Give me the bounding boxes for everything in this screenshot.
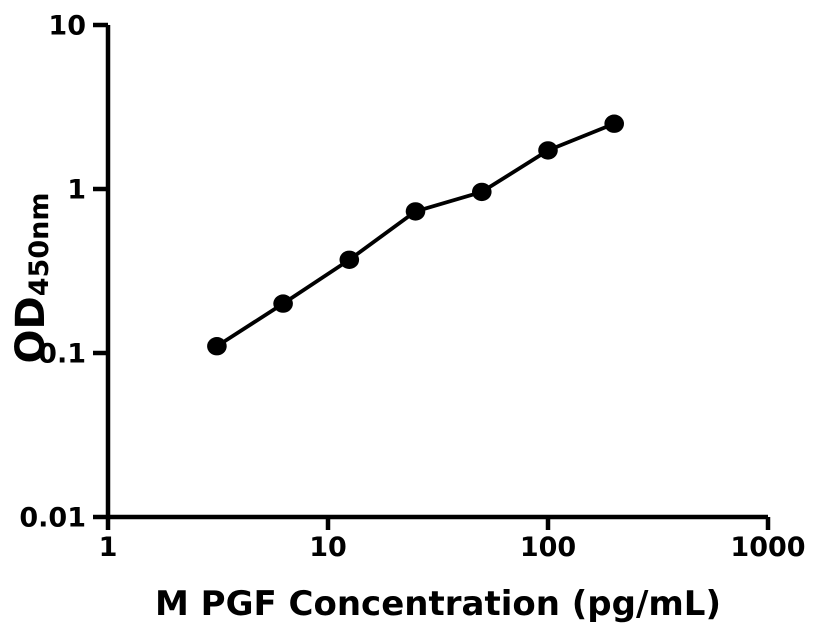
x-tick-label: 1000: [730, 532, 805, 563]
x-axis-tick-labels: 1 10 100 1000: [99, 532, 806, 563]
data-points: [207, 114, 624, 356]
y-tick-label: 0.01: [19, 503, 86, 534]
y-axis-title-subscript: 450nm: [24, 193, 55, 297]
data-point: [273, 294, 293, 313]
y-tick-label: 10: [48, 11, 86, 42]
data-point: [538, 141, 558, 160]
x-axis-title: M PGF Concentration (pg/mL): [155, 584, 721, 624]
y-tick-label: 1: [67, 175, 86, 206]
data-point: [472, 182, 492, 202]
y-tick-label: 0.1: [38, 339, 86, 370]
y-axis-ticks: [93, 22, 108, 520]
data-point: [604, 114, 624, 133]
plot-area: 1 10 100 1000 10 1 0.1 0.01: [19, 11, 805, 564]
y-axis-title: OD450nm: [8, 193, 55, 364]
data-point: [339, 250, 360, 269]
x-tick-label: 10: [309, 532, 347, 563]
data-point: [405, 202, 426, 221]
data-point: [207, 337, 227, 356]
x-axis-ticks: [105, 517, 771, 530]
y-axis-title-main: OD: [8, 296, 54, 363]
x-tick-label: 100: [520, 532, 576, 563]
y-axis-tick-labels: 10 1 0.1 0.01: [19, 11, 86, 534]
axis-spines: [105, 25, 768, 520]
x-tick-label: 1: [99, 532, 118, 563]
